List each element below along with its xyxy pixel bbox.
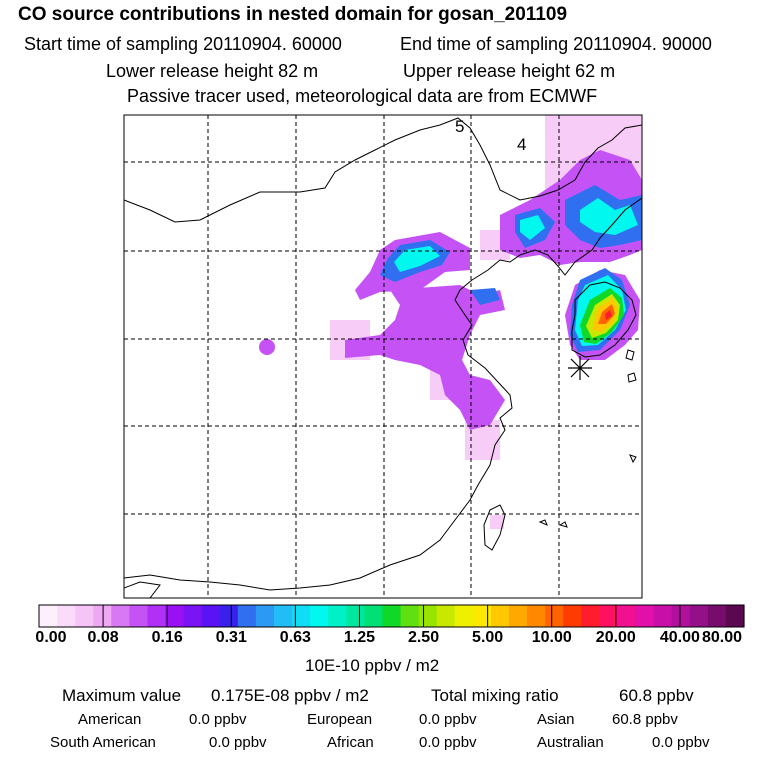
colorbar-swatch [382, 605, 402, 627]
colorbar-swatch [346, 605, 365, 627]
colorbar-swatch [400, 605, 420, 627]
colorbar-swatch [689, 605, 709, 627]
colorbar-swatch [671, 605, 691, 627]
colorbar-swatch [563, 605, 582, 627]
colorbar-tick-label: 20.00 [595, 629, 636, 646]
colorbar-swatch [328, 605, 347, 627]
colorbar-swatch [93, 605, 112, 627]
asian-label: Asian [537, 711, 575, 728]
colorbar-tick-label: 40.00 [659, 629, 700, 646]
tracer-note: Passive tracer used, meteorological data… [127, 86, 598, 106]
african-label: African [327, 734, 374, 751]
colorbar-swatch [509, 605, 528, 627]
colorbar-swatch [472, 605, 492, 627]
colorbar-swatch [599, 605, 619, 627]
day-label-4: 4 [517, 135, 526, 154]
colorbar-units: 10E-10 ppbv / m2 [305, 656, 440, 675]
colorbar-tick-label: 0.31 [215, 629, 247, 646]
sampling-start: Start time of sampling 20110904. 60000 [24, 34, 342, 54]
total-mixing-value: 60.8 ppbv [619, 686, 694, 705]
colorbar-tick-label: 5.00 [472, 629, 504, 646]
colorbar-swatch [436, 605, 456, 627]
sampling-end: End time of sampling 20110904. 90000 [400, 34, 712, 54]
colorbar-frame [38, 604, 745, 628]
colorbar-swatch [219, 605, 239, 627]
european-value: 0.0 ppbv [419, 711, 477, 728]
south-american-value: 0.0 ppbv [209, 734, 267, 751]
colorbar-swatch [75, 605, 94, 627]
colorbar-swatch [617, 605, 637, 627]
colorbar-tick-label: 0.16 [151, 629, 183, 646]
colorbar-swatch [57, 605, 76, 627]
american-value: 0.0 ppbv [189, 711, 247, 728]
asterisk-icon [568, 356, 592, 380]
colorbar-swatch [418, 605, 438, 627]
colorbar-swatch [364, 605, 384, 627]
south-american-label: South American [50, 734, 156, 751]
colorbar-swatch [237, 605, 257, 627]
colorbar-swatch [527, 605, 546, 627]
colorbar-swatch [274, 605, 293, 627]
colorbar-swatch [545, 605, 564, 627]
colorbar-swatch [725, 605, 745, 627]
map-frame [123, 114, 643, 599]
european-label: European [307, 711, 373, 728]
colorbar-swatch [454, 605, 474, 627]
colorbar [38, 605, 745, 627]
total-mixing-label: Total mixing ratio [431, 686, 559, 705]
colorbar-swatch [581, 605, 600, 627]
colorbar-swatch [147, 605, 167, 627]
day-label-5: 5 [455, 117, 464, 136]
asian-value: 60.8 ppbv [612, 711, 678, 728]
african-value: 0.0 ppbv [419, 734, 477, 751]
lower-release-height: Lower release height 82 m [106, 61, 319, 81]
colorbar-swatch [635, 605, 655, 627]
colorbar-swatch [201, 605, 221, 627]
colorbar-tick-label: 0.63 [279, 629, 311, 646]
plot-title: CO source contributions in nested domain… [18, 4, 568, 25]
grid-lines [124, 115, 642, 598]
colorbar-swatch [183, 605, 203, 627]
colorbar-swatch [129, 605, 149, 627]
australian-value: 0.0 ppbv [652, 734, 710, 751]
colorbar-swatch [292, 605, 311, 627]
max-value-label: Maximum value [62, 686, 182, 705]
max-value: 0.175E-08 ppbv / m2 [211, 686, 369, 705]
colorbar-tick-label: 80.00 [701, 629, 743, 646]
colorbar-swatch [39, 605, 58, 627]
colorbar-tick-label: 2.50 [407, 629, 440, 646]
upper-release-height: Upper release height 62 m [403, 61, 616, 81]
colorbar-tick-label: 0.08 [87, 629, 119, 646]
colorbar-tick-label: 1.25 [343, 629, 376, 646]
colorbar-swatch [310, 605, 329, 627]
colorbar-swatch [255, 605, 275, 627]
colorbar-swatch [707, 605, 727, 627]
colorbar-swatch [165, 605, 185, 627]
colorbar-tick-label: 0.00 [35, 629, 67, 646]
colorbar-swatch [490, 605, 510, 627]
coastlines [124, 117, 642, 598]
colorbar-swatch [653, 605, 673, 627]
australian-label: Australian [537, 734, 604, 751]
colorbar-tick-label: 10.00 [531, 629, 572, 646]
contribution-field [259, 115, 642, 529]
american-label: American [78, 711, 142, 728]
colorbar-swatch [111, 605, 130, 627]
